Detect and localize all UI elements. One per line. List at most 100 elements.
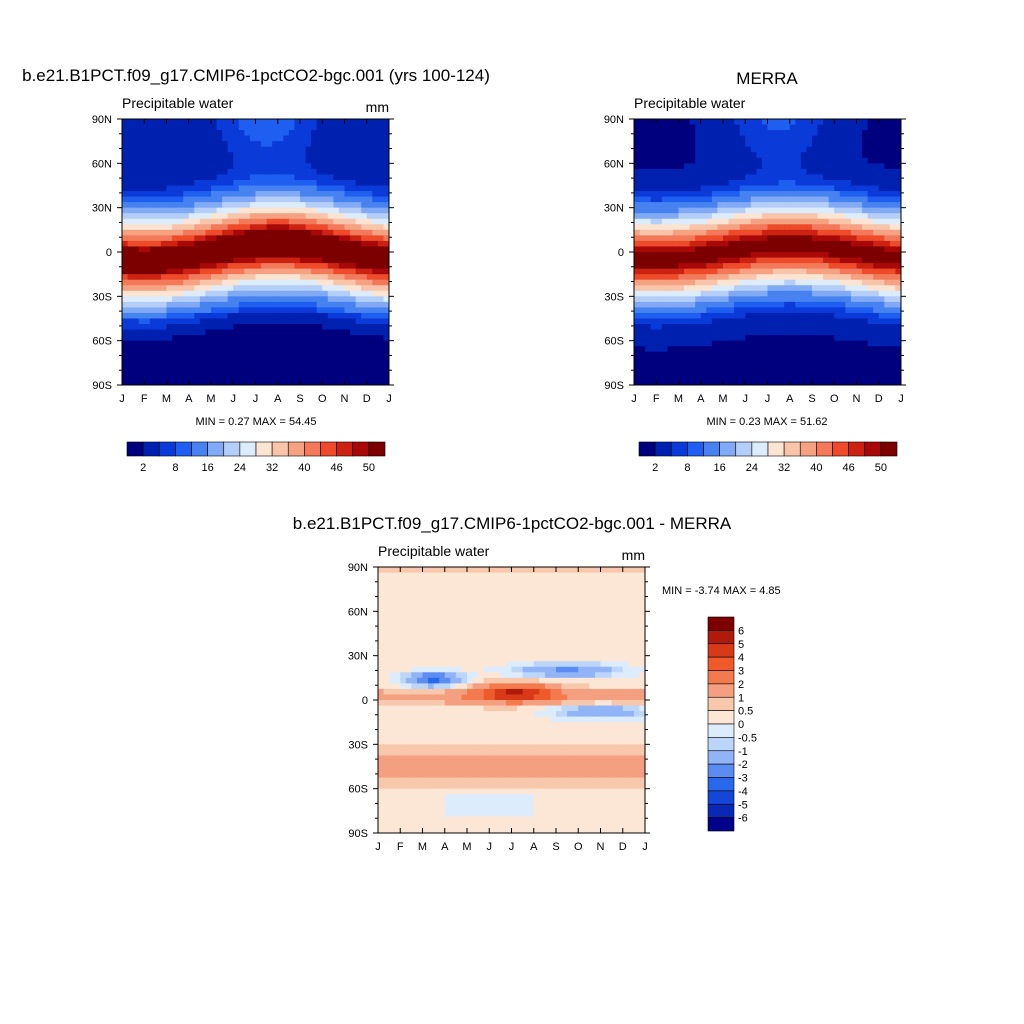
field-cell — [789, 335, 796, 342]
field-cell — [806, 218, 813, 225]
field-cell — [639, 218, 646, 225]
field-cell — [689, 351, 696, 358]
field-cell — [639, 307, 646, 314]
field-cell — [773, 213, 780, 220]
field-cell — [160, 213, 168, 220]
field-cell — [845, 185, 852, 192]
field-cell — [333, 196, 340, 203]
field-cell — [283, 268, 290, 275]
field-cell — [672, 191, 680, 198]
field-cell — [172, 240, 179, 248]
field-cell — [795, 163, 802, 170]
field-cell — [205, 141, 212, 148]
field-cell — [138, 296, 145, 303]
field-cell — [294, 318, 301, 325]
field-cell — [684, 285, 691, 292]
colorbar-box — [191, 441, 208, 457]
x-tick-label: J — [743, 393, 749, 405]
field-cell — [728, 301, 735, 309]
field-cell — [789, 202, 796, 209]
field-cell — [889, 246, 897, 253]
field-cell — [316, 329, 323, 336]
field-cell — [845, 218, 852, 225]
field-cell — [689, 168, 696, 176]
field-cell — [361, 351, 368, 358]
field-cell — [745, 196, 752, 203]
field-cell — [172, 362, 179, 369]
field-cell — [222, 246, 229, 253]
field-cell — [884, 196, 891, 203]
field-cell — [211, 296, 218, 303]
panel-difference-title: b.e21.B1PCT.f09_g17.CMIP6-1pctCO2-bgc.00… — [293, 514, 732, 533]
field-cell — [767, 119, 774, 126]
field-cell — [706, 296, 713, 303]
field-cell — [172, 279, 179, 286]
field-cell — [472, 567, 479, 574]
field-cell — [873, 229, 880, 236]
field-cell — [862, 318, 869, 325]
field-cell — [706, 224, 713, 231]
field-cell — [639, 268, 646, 275]
field-cell — [878, 301, 885, 309]
field-cell — [355, 207, 362, 214]
field-cell — [773, 141, 780, 148]
field-cell — [889, 119, 897, 126]
field-cell — [366, 379, 373, 385]
field-cell — [845, 124, 852, 131]
field-cell — [138, 274, 145, 281]
field-cell — [327, 307, 334, 314]
field-cell — [789, 312, 796, 320]
field-cell — [823, 329, 830, 336]
field-cell — [739, 135, 746, 142]
field-cell — [322, 379, 329, 385]
field-cell — [311, 185, 318, 192]
field-cell — [734, 213, 741, 220]
field-cell — [634, 307, 641, 314]
field-cell — [700, 163, 707, 170]
field-cell — [728, 135, 735, 142]
colorbar-box — [255, 441, 273, 457]
field-cell — [122, 152, 129, 159]
field-cell — [377, 324, 385, 331]
field-cell — [244, 213, 251, 220]
field-cell — [372, 246, 379, 253]
field-cell — [817, 218, 824, 225]
field-cell — [795, 246, 802, 253]
field-cell — [795, 268, 802, 275]
field-cell — [711, 257, 719, 264]
field-cell — [272, 146, 279, 153]
field-cell — [767, 157, 774, 164]
field-cell — [216, 357, 223, 364]
field-cell — [684, 274, 691, 281]
field-cell — [667, 268, 674, 275]
field-cell — [884, 135, 891, 142]
field-cell — [756, 213, 763, 220]
field-cell — [639, 246, 646, 253]
field-cell — [672, 274, 680, 281]
y-tick-label: 60N — [604, 158, 624, 170]
field-cell — [372, 312, 379, 320]
field-cell — [377, 124, 385, 131]
field-cell — [160, 257, 168, 264]
field-cell — [283, 379, 290, 385]
field-cell — [272, 318, 279, 325]
field-cell — [806, 263, 813, 270]
field-cell — [227, 324, 234, 331]
field-cell — [812, 207, 819, 214]
field-cell — [149, 196, 156, 203]
colorbar-label: 8 — [172, 462, 178, 474]
field-cell — [266, 307, 273, 314]
field-cell — [645, 146, 652, 153]
field-cell — [166, 257, 173, 264]
field-cell — [122, 229, 129, 236]
field-cell — [873, 301, 880, 309]
field-cell — [789, 124, 796, 131]
field-cell — [761, 335, 769, 342]
field-cell — [684, 174, 691, 181]
field-cell — [661, 357, 668, 364]
field-cell — [266, 152, 273, 159]
field-cell — [188, 130, 195, 137]
field-cell — [706, 135, 713, 142]
field-cell — [823, 207, 830, 214]
field-cell — [895, 191, 901, 198]
